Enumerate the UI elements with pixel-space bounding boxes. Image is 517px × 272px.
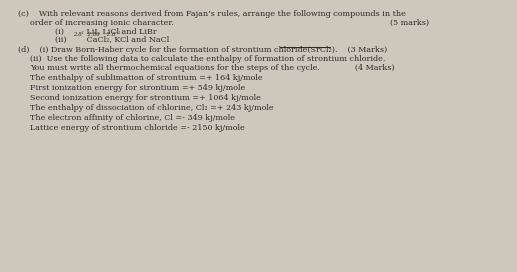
Text: (c)    With relevant reasons derived from Fajan’s rules, arrange the following c: (c) With relevant reasons derived from F… <box>18 10 406 18</box>
Text: You must write all thermochemical equations for the steps of the cycle.         : You must write all thermochemical equati… <box>30 64 394 72</box>
Text: (i)         LiI, LiCl and LiBr: (i) LiI, LiCl and LiBr <box>55 28 157 36</box>
Text: The enthalpy of dissociation of chlorine, Cl₂ =+ 243 kj/mole: The enthalpy of dissociation of chlorine… <box>30 104 273 112</box>
Text: (ii)  Use the following data to calculate the enthalpy of formation of strontium: (ii) Use the following data to calculate… <box>30 55 385 63</box>
Text: (ii)        CaCl₂, KCl and NaCl: (ii) CaCl₂, KCl and NaCl <box>55 36 169 44</box>
Text: (5 marks): (5 marks) <box>390 19 429 27</box>
Text: The electron affinity of chlorine, Cl =- 349 kj/mole: The electron affinity of chlorine, Cl =-… <box>30 114 235 122</box>
Text: First ionization energy for strontium =+ 549 kj/mole: First ionization energy for strontium =+… <box>30 84 245 92</box>
Text: Lattice energy of strontium chloride =- 2150 kj/mole: Lattice energy of strontium chloride =- … <box>30 124 245 132</box>
Text: 2.8¹  2.80    2.8⁻¹: 2.8¹ 2.80 2.8⁻¹ <box>73 32 120 37</box>
Text: order of increasing ionic character.: order of increasing ionic character. <box>30 19 174 27</box>
Text: Second ionization energy for strontium =+ 1064 kj/mole: Second ionization energy for strontium =… <box>30 94 261 102</box>
Text: (d)    (i) Draw Born-Haber cycle for the formation of strontium chloride(SrCl₂).: (d) (i) Draw Born-Haber cycle for the fo… <box>18 46 387 54</box>
Text: The enthalpy of sublimation of strontium =+ 164 kj/mole: The enthalpy of sublimation of strontium… <box>30 74 263 82</box>
